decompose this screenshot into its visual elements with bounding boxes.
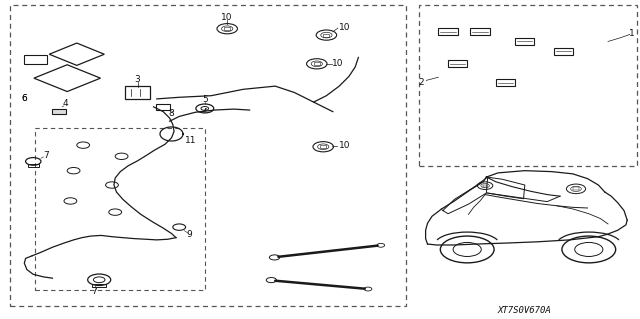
Text: 10: 10 [339,23,350,32]
Text: 6: 6 [22,94,27,103]
Text: XT7S0V670A: XT7S0V670A [498,306,552,315]
Text: 10: 10 [339,141,350,150]
Bar [320,145,326,148]
Bar [52,109,66,114]
Bar [496,79,515,86]
Bar [224,27,230,30]
Bar [438,28,458,35]
Bar [92,284,106,287]
Bar [554,48,573,55]
Text: 5: 5 [202,95,207,104]
Bar [470,28,490,35]
Text: 7: 7 [44,151,49,160]
Text: 7: 7 [92,287,97,296]
Text: 11: 11 [185,137,196,145]
Bar [156,104,170,110]
Bar [515,38,534,45]
Bar [314,62,320,65]
Bar [323,33,330,37]
Text: 4: 4 [63,100,68,108]
Bar [448,60,467,67]
Text: 3: 3 [135,75,140,84]
Text: 10: 10 [332,59,344,68]
Bar [28,164,39,167]
Bar [573,188,579,190]
Text: 10: 10 [221,13,233,22]
Text: 1: 1 [630,29,635,38]
Bar [125,86,150,99]
Text: 2: 2 [419,78,424,87]
Bar [483,184,488,187]
Bar [24,55,47,64]
Text: 6: 6 [22,94,27,103]
Text: 8: 8 [168,109,173,118]
Text: 9: 9 [187,230,192,239]
